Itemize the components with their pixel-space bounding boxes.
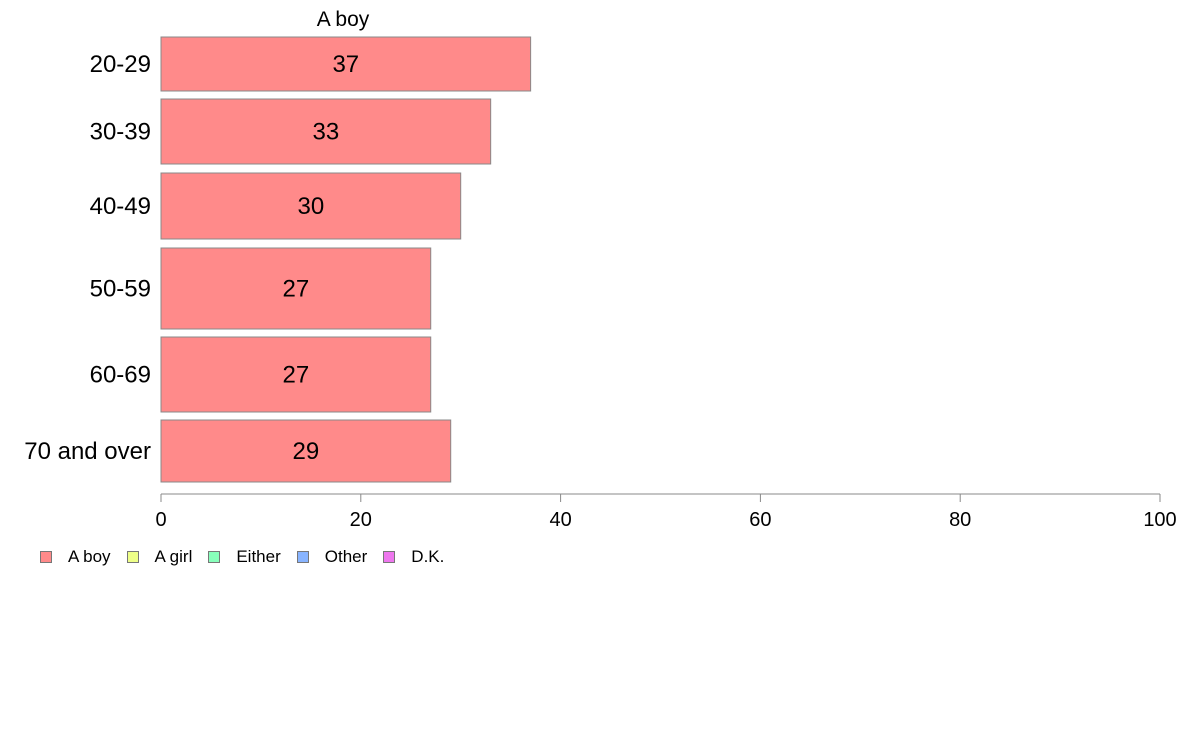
category-label: 40-49 bbox=[90, 193, 151, 220]
legend-swatch bbox=[383, 551, 396, 563]
data-label: 30 bbox=[297, 193, 324, 220]
legend-item-a-girl: A girl bbox=[126, 547, 193, 567]
legend-label: Other bbox=[324, 547, 368, 566]
legend-item-dk: D.K. bbox=[383, 547, 444, 567]
bar bbox=[160, 336, 432, 413]
legend-swatch bbox=[40, 551, 52, 563]
x-tick-label: 80 bbox=[949, 509, 971, 531]
x-tick-label: 20 bbox=[350, 509, 372, 531]
legend-label: Either bbox=[236, 547, 281, 566]
category-label: 60-69 bbox=[90, 362, 151, 389]
x-axis: 0 20 40 60 80 100 bbox=[155, 493, 1177, 531]
bar bbox=[160, 247, 432, 330]
data-label: 33 bbox=[312, 119, 339, 146]
legend-swatch bbox=[126, 551, 139, 563]
data-label: 27 bbox=[283, 276, 310, 303]
bars-group: 20-29 37 30-39 33 40-49 30 50-59 27 60-69 27 70 an… bbox=[24, 36, 532, 483]
series-top-label: A boy bbox=[317, 8, 370, 31]
legend-label: A girl bbox=[154, 547, 193, 566]
x-tick-label: 0 bbox=[155, 509, 166, 531]
category-label: 20-29 bbox=[90, 51, 151, 78]
x-tick-label: 100 bbox=[1143, 509, 1176, 531]
category-label: 30-39 bbox=[90, 119, 151, 146]
bar bbox=[160, 419, 452, 483]
legend-label: A boy bbox=[68, 547, 111, 566]
legend-item-either: Either bbox=[208, 547, 281, 567]
data-label: 29 bbox=[293, 438, 320, 465]
data-label: 27 bbox=[283, 362, 310, 389]
category-label: 50-59 bbox=[90, 276, 151, 303]
x-tick-label: 40 bbox=[549, 509, 571, 531]
x-tick-label: 60 bbox=[749, 509, 771, 531]
legend-item-a-boy: A boy bbox=[40, 547, 111, 567]
data-label: 37 bbox=[332, 51, 359, 78]
bar bbox=[160, 98, 492, 165]
legend-item-other: Other bbox=[296, 547, 368, 567]
category-label: 70 and over bbox=[24, 438, 151, 465]
legend-label: D.K. bbox=[411, 547, 445, 566]
legend: A boy A girl Either Other D.K. bbox=[40, 547, 460, 567]
bar bbox=[160, 172, 462, 240]
bar bbox=[160, 36, 532, 92]
legend-swatch bbox=[296, 551, 309, 563]
legend-swatch bbox=[208, 551, 221, 563]
